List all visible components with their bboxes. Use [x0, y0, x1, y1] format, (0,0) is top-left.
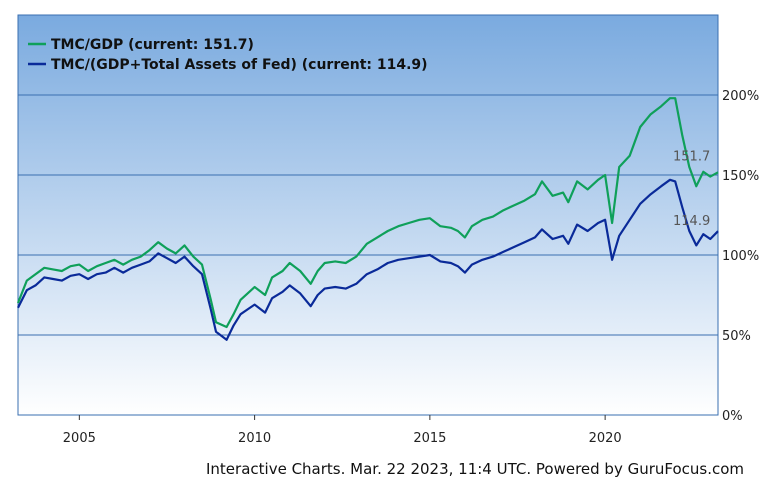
x-tick-label: 2015 — [413, 431, 446, 446]
x-tick-label: 2010 — [238, 431, 271, 446]
legend-label-0: TMC/GDP (current: 151.7) — [51, 37, 254, 53]
y-axis: 0% 50% 100% 150% 200% — [722, 89, 759, 424]
series-end-label-1: 114.9 — [673, 214, 710, 229]
x-tick-label: 2005 — [63, 431, 96, 446]
series-line-1 — [17, 178, 719, 341]
y-tick-label: 150% — [722, 169, 759, 184]
series-line-0 — [16, 97, 719, 329]
grid-lines — [18, 94, 718, 336]
end-labels: 151.7 114.9 — [673, 149, 710, 229]
footer-credit: Interactive Charts. Mar. 22 2023, 11:4 U… — [206, 460, 745, 478]
line-chart: 0% 50% 100% 150% 200% 2005 2010 2015 2020 151.7… — [16, 14, 759, 446]
series-lines — [16, 97, 719, 341]
y-tick-label: 200% — [722, 89, 759, 104]
plot-background — [17, 14, 719, 416]
x-tick-label: 2020 — [589, 431, 622, 446]
legend-label-1: TMC/(GDP+Total Assets of Fed) (current: … — [51, 57, 428, 73]
y-tick-label: 100% — [722, 249, 759, 264]
y-tick-label: 50% — [722, 329, 751, 344]
x-axis: 2005 2010 2015 2020 — [63, 415, 622, 446]
series-end-label-0: 151.7 — [673, 149, 710, 164]
y-tick-label: 0% — [722, 409, 743, 424]
legend: TMC/GDP (current: 151.7) TMC/(GDP+Total A… — [28, 37, 428, 73]
